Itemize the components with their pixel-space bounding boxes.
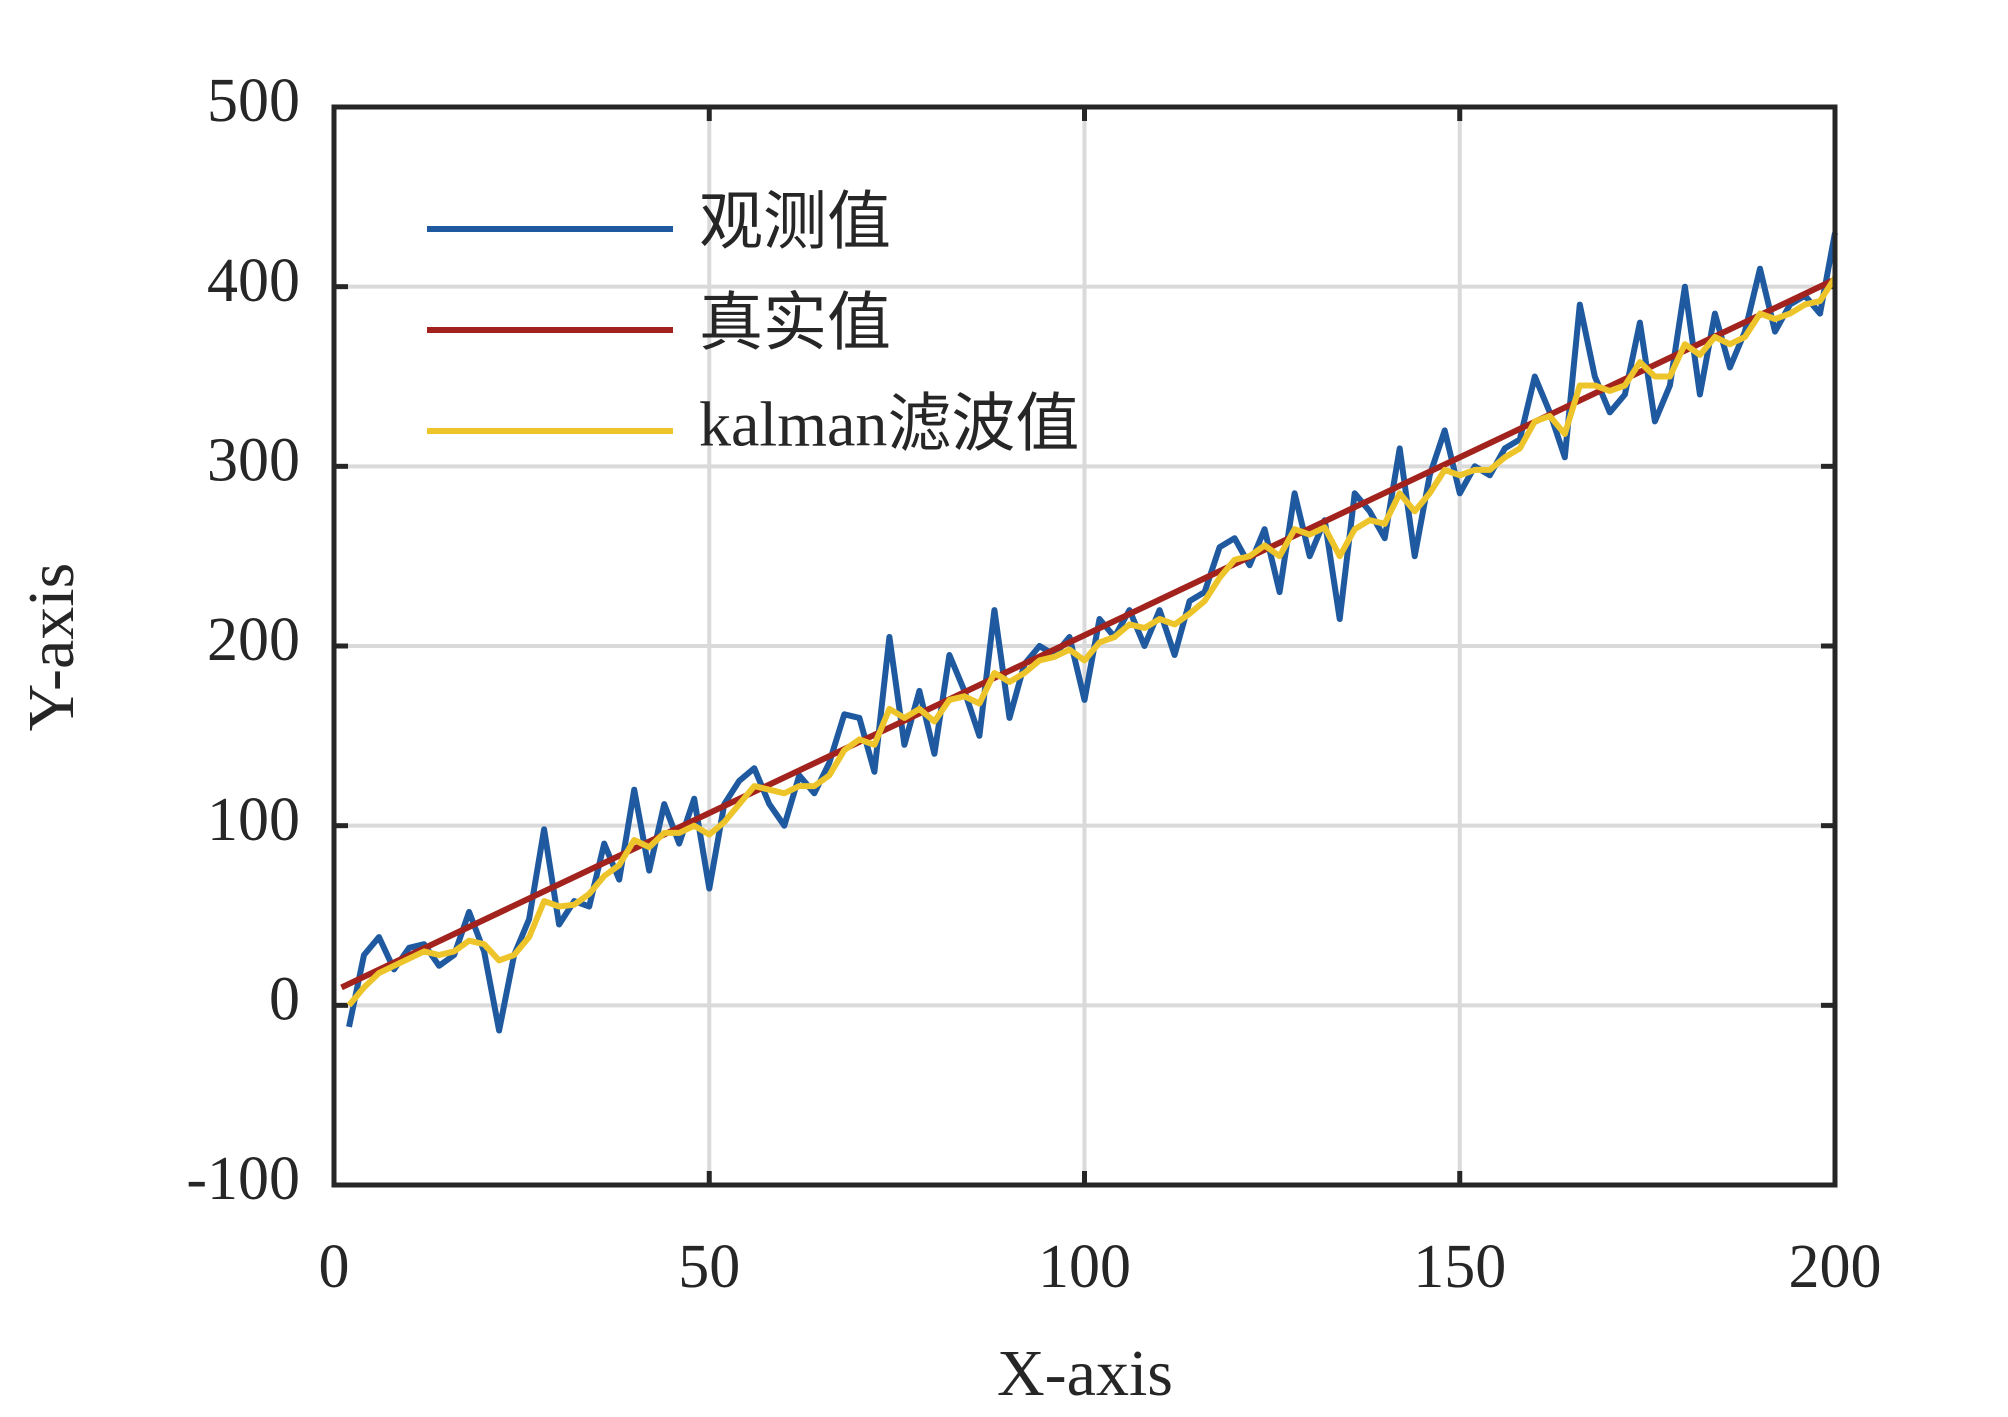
- legend-label: kalman滤波值: [699, 389, 1079, 460]
- y-tick-label: 300: [207, 427, 300, 495]
- y-axis-label: Y-axis: [15, 563, 88, 732]
- legend-label: 观测值: [699, 187, 891, 258]
- x-tick-label: 150: [1413, 1233, 1506, 1301]
- x-tick-label: 0: [319, 1233, 350, 1301]
- x-axis-label: X-axis: [997, 1337, 1173, 1410]
- data-line: [346, 232, 1838, 1034]
- y-tick-label: -100: [186, 1145, 300, 1213]
- x-tick-label: 100: [1038, 1233, 1131, 1301]
- x-tick-label: 200: [1789, 1233, 1882, 1301]
- y-tick-label: 200: [207, 606, 300, 674]
- data-line: [346, 276, 1838, 1008]
- y-tick-label: 500: [207, 67, 300, 135]
- x-tick-label: 50: [678, 1233, 740, 1301]
- y-tick-label: 100: [207, 786, 300, 854]
- data-line: [340, 276, 1837, 991]
- y-tick-label: 400: [207, 247, 300, 315]
- legend-label: 真实值: [699, 288, 891, 359]
- y-tick-label: 0: [269, 966, 300, 1034]
- plot-frame: [331, 104, 1838, 1188]
